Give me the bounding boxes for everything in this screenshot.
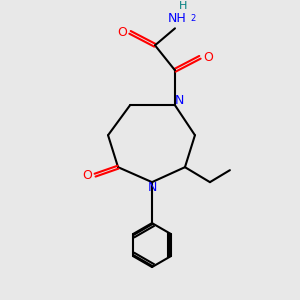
Text: O: O [117, 26, 127, 39]
Text: H: H [179, 2, 187, 11]
Text: NH: NH [168, 12, 186, 25]
Text: N: N [174, 94, 184, 107]
Text: 2: 2 [190, 14, 196, 23]
Text: O: O [82, 169, 92, 182]
Text: N: N [147, 181, 157, 194]
Text: O: O [203, 51, 213, 64]
